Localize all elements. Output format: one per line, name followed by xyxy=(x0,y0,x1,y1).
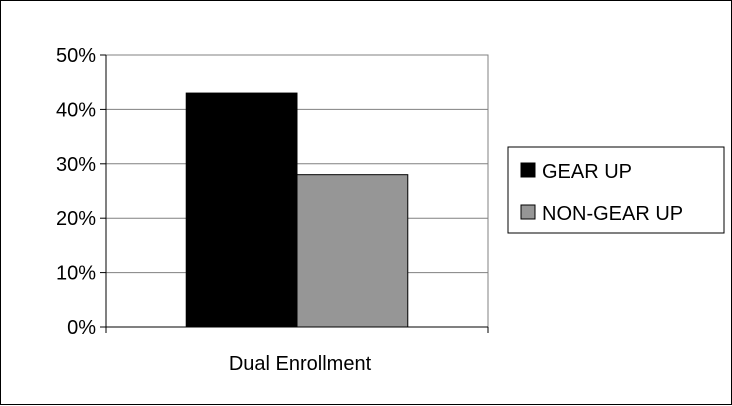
y-tick-label: 20% xyxy=(56,208,96,230)
bar-non-gear-up xyxy=(296,174,409,328)
legend-swatch-gear-up xyxy=(520,162,536,178)
y-tick-label: 40% xyxy=(56,99,96,121)
x-category-label: Dual Enrollment xyxy=(229,353,372,375)
y-tick-label: 50% xyxy=(56,45,96,67)
legend: GEAR UP NON-GEAR UP xyxy=(507,146,725,234)
y-tick-label: 10% xyxy=(56,263,96,285)
bar-gear-up xyxy=(185,92,298,328)
legend-label-non-gear-up: NON-GEAR UP xyxy=(542,203,683,225)
legend-label-gear-up: GEAR UP xyxy=(542,161,632,183)
legend-box xyxy=(507,146,725,234)
y-tick-label: 30% xyxy=(56,154,96,176)
x-axis-ticks: Dual Enrollment xyxy=(105,327,489,375)
y-axis-ticks: 0% 10% 20% 30% 40% 50% xyxy=(56,45,106,339)
legend-swatch-non-gear-up xyxy=(520,204,536,220)
bars xyxy=(185,92,409,328)
y-tick-label: 0% xyxy=(67,317,96,339)
